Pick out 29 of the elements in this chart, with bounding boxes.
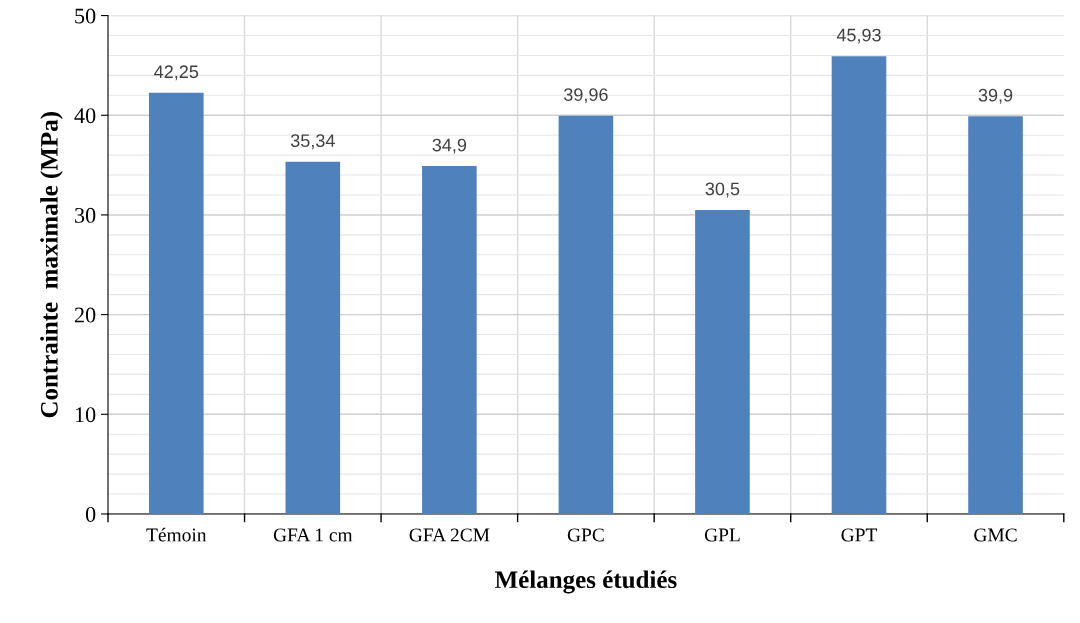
x-tick-label: Témoin (146, 527, 207, 542)
x-tick-label: GFA 1 cm (273, 528, 353, 542)
y-axis-title: Contrainte maximale (MPa) (40, 112, 63, 418)
data-label: 39,9 (978, 88, 1013, 104)
x-tick-label: GMC (974, 528, 1017, 542)
y-tick-label: 20 (74, 307, 96, 323)
x-tick-label: GPC (567, 528, 604, 542)
y-tick-label: 40 (74, 108, 96, 124)
y-tick-label: 30 (75, 207, 96, 223)
x-axis-title: Mélanges étudiés (495, 570, 677, 594)
data-label: 45,93 (836, 28, 881, 44)
y-tick-label: 0 (85, 506, 96, 522)
y-tick-label: 10 (75, 407, 96, 423)
data-label: 39,96 (564, 88, 608, 104)
bar (831, 56, 887, 514)
bar (968, 116, 1023, 514)
data-label: 35,34 (290, 134, 335, 150)
data-label: 42,25 (154, 65, 199, 81)
data-label: 30,5 (705, 182, 740, 198)
bar (422, 166, 477, 514)
bar (558, 115, 614, 514)
x-tick-label: GPL (704, 528, 740, 542)
x-tick-label: GPT (841, 528, 878, 542)
y-tick-label: 50 (75, 8, 96, 24)
x-tick-label: GFA 2CM (409, 528, 490, 542)
bar (148, 92, 204, 514)
data-label: 34,9 (432, 138, 467, 154)
bar (695, 209, 750, 514)
bar (285, 161, 341, 514)
